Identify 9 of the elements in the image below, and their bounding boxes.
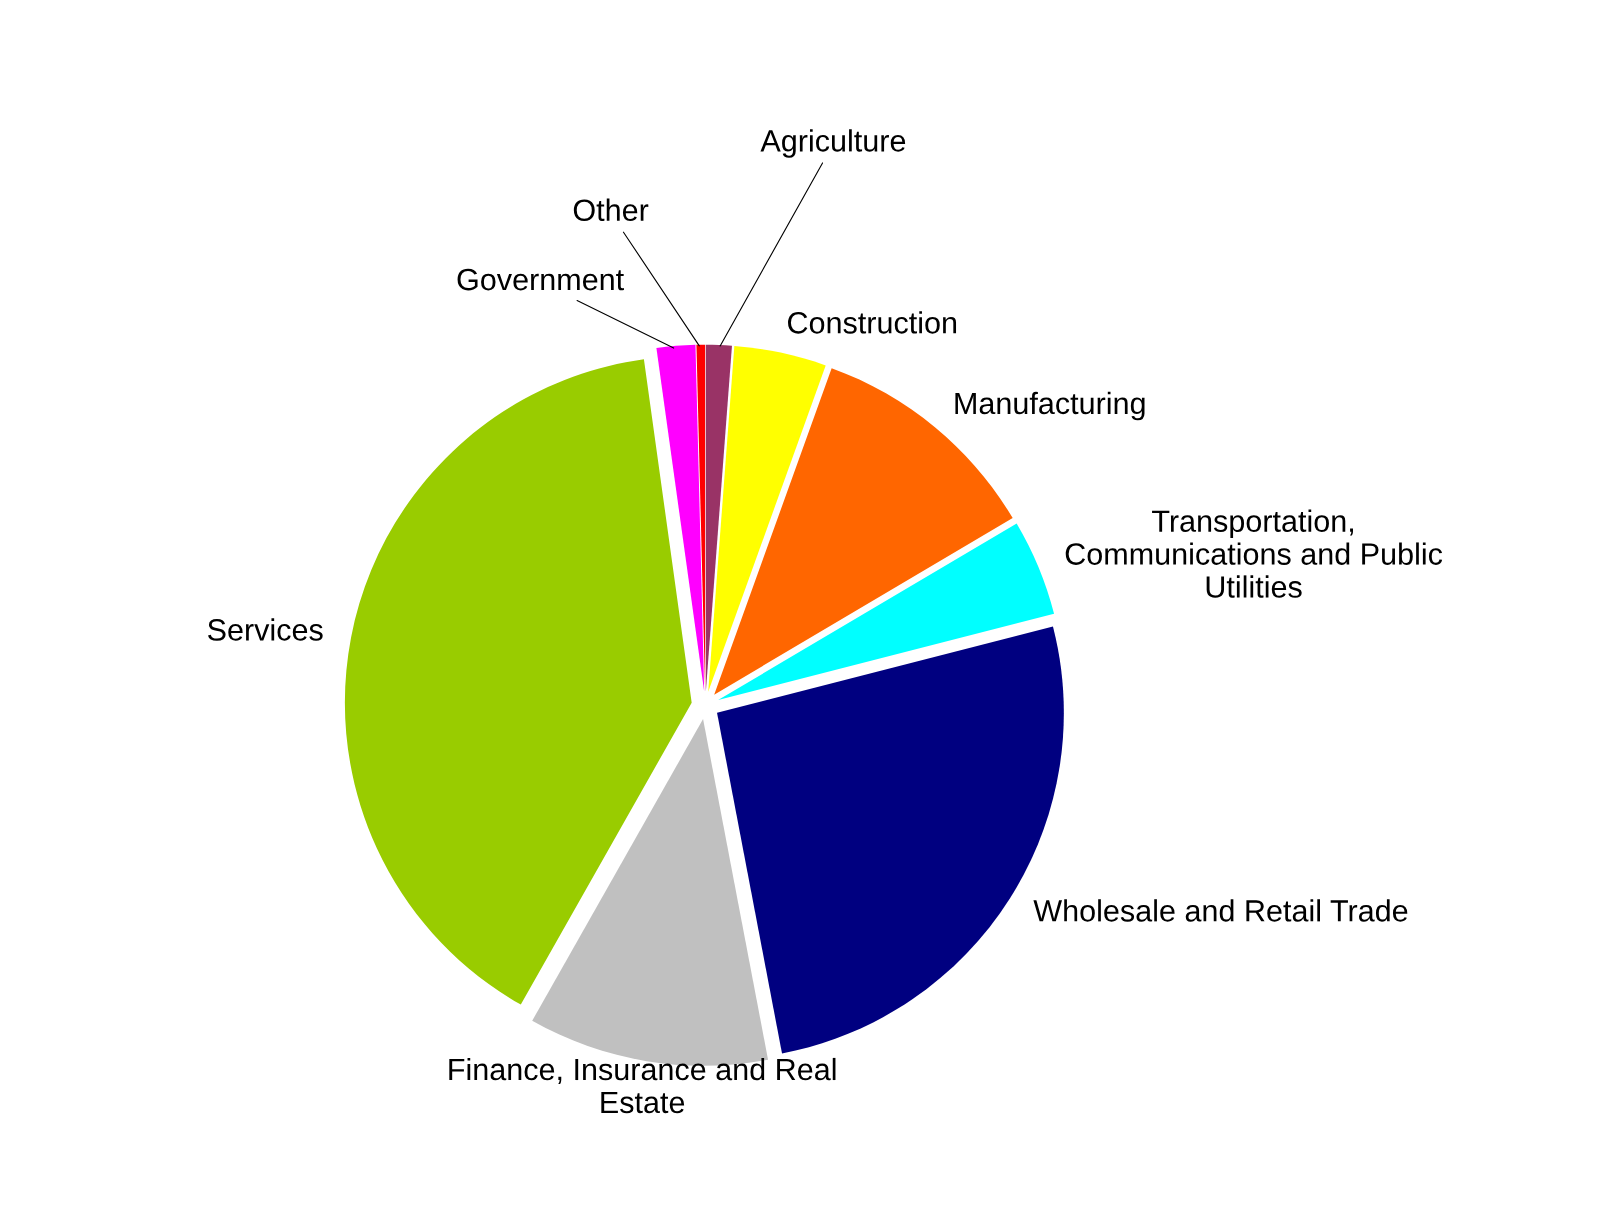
slice-label: Wholesale and Retail Trade bbox=[1033, 899, 1408, 922]
slice-label: Services bbox=[207, 618, 323, 641]
slice-label: Agriculture bbox=[760, 129, 906, 158]
slice-label: Manufacturing bbox=[955, 391, 1145, 421]
slice-label: Finance, Insurance and Real Estate bbox=[449, 1057, 836, 1114]
slice-label: Government bbox=[457, 268, 624, 291]
slice-label: Other bbox=[573, 198, 649, 222]
slice-label: Construction bbox=[788, 311, 957, 334]
slice-label: Transportation, Communications and Public Utilities bbox=[1065, 509, 1443, 598]
